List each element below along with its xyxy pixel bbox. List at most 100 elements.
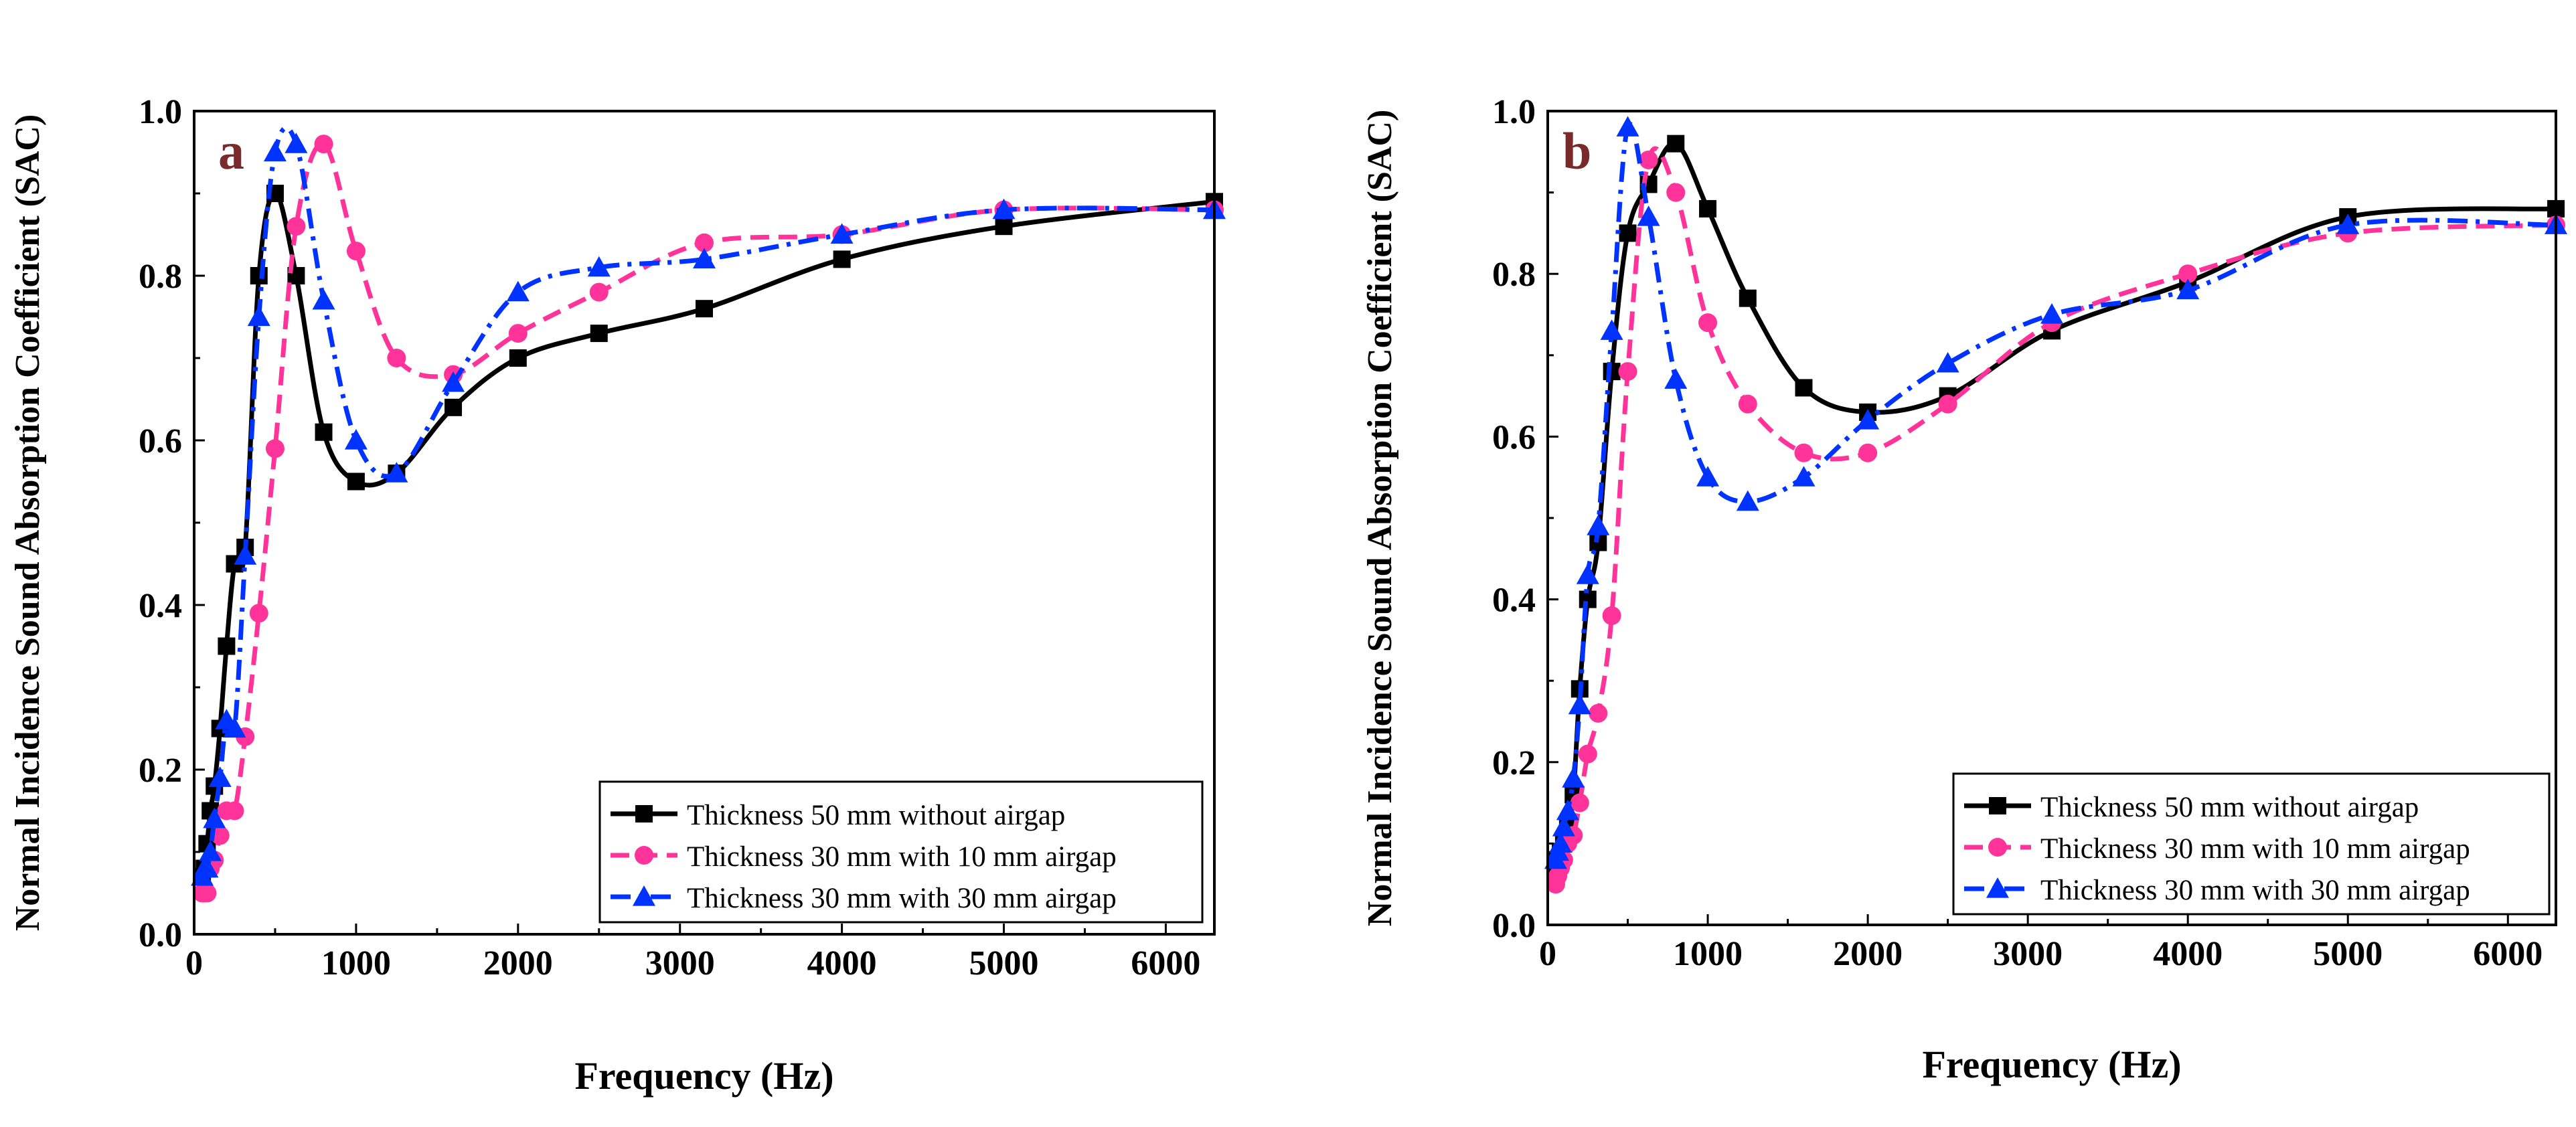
data-point-triangle bbox=[1600, 319, 1623, 340]
data-point-triangle bbox=[1696, 466, 1720, 487]
legend-entry-label: Thickness 30 mm with 10 mm airgap bbox=[687, 841, 1117, 873]
data-point-triangle bbox=[587, 256, 611, 277]
x-axis-label: Frequency (Hz) bbox=[1922, 1043, 2181, 1086]
data-point-triangle bbox=[1568, 693, 1591, 715]
data-point-circle bbox=[197, 883, 217, 903]
x-tick-label: 3000 bbox=[645, 944, 715, 982]
data-point-triangle bbox=[1556, 799, 1579, 820]
data-point-square bbox=[1667, 135, 1685, 153]
data-point-square bbox=[1739, 289, 1757, 307]
data-point-circle bbox=[2178, 264, 2198, 284]
x-axis-label: Frequency (Hz) bbox=[574, 1054, 833, 1098]
panel-label: b bbox=[1562, 122, 1591, 180]
data-point-circle bbox=[508, 324, 528, 343]
legend: Thickness 50 mm without airgap Thickness … bbox=[598, 780, 1204, 924]
y-tick-label: 0.4 bbox=[139, 587, 182, 625]
data-point-triangle bbox=[1637, 205, 1660, 226]
data-point-circle bbox=[1578, 744, 1597, 764]
data-point-triangle bbox=[2336, 213, 2360, 234]
data-point-square bbox=[315, 423, 333, 441]
data-point-square bbox=[1699, 199, 1717, 218]
data-point-triangle bbox=[1562, 767, 1585, 788]
data-point-triangle bbox=[385, 462, 408, 483]
data-point-square bbox=[1603, 363, 1621, 381]
x-tick-label: 3000 bbox=[1993, 935, 2063, 973]
x-tick-label: 0 bbox=[185, 944, 203, 982]
series-line-triangle bbox=[199, 125, 1215, 877]
legend-entry-label: Thickness 30 mm with 30 mm airgap bbox=[687, 883, 1117, 914]
data-point-square bbox=[1619, 224, 1637, 242]
y-axis-label: Normal Incidence Sound Absorption Coeffi… bbox=[9, 114, 47, 932]
y-tick-label: 0.4 bbox=[1492, 582, 1536, 620]
data-point-triangle bbox=[199, 841, 222, 861]
y-tick-label: 0.6 bbox=[1492, 418, 1536, 456]
y-tick-label: 1.0 bbox=[139, 93, 182, 131]
data-point-square bbox=[445, 398, 463, 416]
data-point-triangle bbox=[285, 133, 308, 153]
data-point-circle bbox=[346, 242, 366, 261]
legend-box bbox=[1952, 772, 2551, 916]
x-tick-label: 5000 bbox=[2313, 935, 2383, 973]
data-point-triangle bbox=[203, 807, 226, 829]
data-point-circle bbox=[1794, 443, 1814, 462]
legend-marker-triangle bbox=[633, 885, 655, 906]
data-point-triangle bbox=[1552, 816, 1575, 837]
data-point-triangle bbox=[263, 141, 287, 162]
legend-marker-square bbox=[635, 805, 653, 822]
x-tick-label: 1000 bbox=[321, 944, 391, 982]
data-point-triangle bbox=[208, 766, 232, 787]
data-point-triangle bbox=[1549, 832, 1573, 853]
data-point-triangle bbox=[344, 429, 368, 450]
data-point-circle bbox=[1570, 793, 1589, 812]
legend: Thickness 50 mm without airgap Thickness … bbox=[1952, 772, 2551, 916]
series-line-square bbox=[1553, 141, 2557, 869]
y-tick-label: 0.8 bbox=[139, 258, 182, 296]
data-point-square bbox=[347, 472, 365, 491]
data-point-circle bbox=[1618, 362, 1637, 381]
data-point-circle bbox=[210, 826, 230, 845]
legend-marker-square bbox=[1989, 797, 2006, 814]
data-point-circle bbox=[314, 135, 333, 154]
data-point-square bbox=[509, 349, 527, 367]
data-point-square bbox=[218, 637, 236, 655]
data-point-triangle bbox=[2176, 278, 2200, 300]
legend-box bbox=[598, 780, 1204, 924]
x-tick-label: 6000 bbox=[2473, 935, 2543, 973]
legend-entry-label: Thickness 30 mm with 10 mm airgap bbox=[2040, 833, 2470, 865]
data-point-square bbox=[590, 325, 608, 343]
legend-marker-circle bbox=[1988, 838, 2007, 857]
data-point-triangle bbox=[506, 280, 530, 302]
y-tick-label: 0.0 bbox=[1492, 907, 1536, 945]
data-point-triangle bbox=[2040, 303, 2063, 324]
y-tick-label: 0.8 bbox=[1492, 256, 1536, 294]
data-point-circle bbox=[265, 439, 285, 458]
data-point-triangle bbox=[1587, 515, 1610, 535]
data-point-circle bbox=[225, 801, 244, 820]
data-point-triangle bbox=[992, 198, 1016, 220]
y-tick-label: 0.6 bbox=[139, 422, 182, 460]
legend-entry-label: Thickness 50 mm without airgap bbox=[2040, 792, 2419, 823]
data-point-circle bbox=[1589, 703, 1608, 723]
data-point-triangle bbox=[1856, 409, 1880, 430]
data-point-circle bbox=[589, 282, 609, 302]
chart-panel-b: 0 1000 2000 3000 4000 5000 6000 0.0 0.2 0.4 0.6 0.8… bbox=[1361, 93, 2567, 1086]
plot-frame bbox=[193, 110, 1216, 936]
data-point-square bbox=[696, 300, 713, 318]
data-point-circle bbox=[1698, 313, 1718, 333]
legend-marker-triangle bbox=[1986, 877, 2009, 898]
chart-panel-a: 0 1000 2000 3000 4000 5000 6000 0.0 0.2 0.4 0.6 0.8… bbox=[9, 93, 1226, 1098]
y-tick-label: 0.2 bbox=[1492, 744, 1536, 782]
x-tick-label: 6000 bbox=[1131, 944, 1200, 982]
data-point-triangle bbox=[830, 223, 854, 244]
legend-entry-label: Thickness 30 mm with 30 mm airgap bbox=[2040, 875, 2470, 906]
data-point-square bbox=[250, 267, 268, 284]
data-point-triangle bbox=[234, 544, 257, 565]
x-tick-label: 2000 bbox=[1833, 935, 1903, 973]
data-point-triangle bbox=[223, 717, 246, 738]
y-tick-label: 0.0 bbox=[139, 916, 182, 954]
data-point-triangle bbox=[312, 288, 335, 310]
panel-label: a bbox=[218, 122, 244, 180]
data-point-circle bbox=[1858, 443, 1878, 462]
data-point-triangle bbox=[1616, 116, 1639, 137]
